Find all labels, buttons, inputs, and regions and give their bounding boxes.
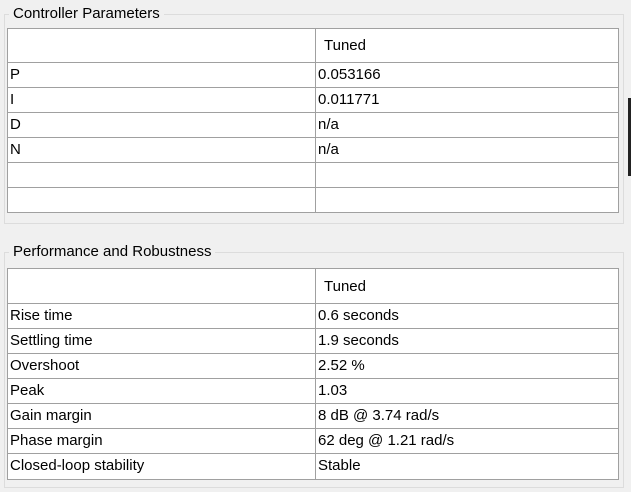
param-label [8,163,316,187]
controller-parameters-table: Tuned P 0.053166 I 0.011771 D n/a N n/a [7,28,619,213]
param-label: D [8,113,316,137]
param-value: 0.011771 [318,91,380,108]
column-header-tuned: Tuned [324,37,366,54]
param-value: n/a [318,141,339,158]
controller-parameters-title: Controller Parameters [9,4,164,24]
table-row[interactable]: I 0.011771 [8,88,618,113]
param-label [8,188,316,212]
metric-value: 2.52 % [318,357,365,374]
metric-value: 0.6 seconds [318,307,399,324]
metric-label: Overshoot [8,354,316,378]
table-row[interactable]: Overshoot 2.52 % [8,354,618,379]
param-value [316,163,618,187]
table-row[interactable]: Closed-loop stability Stable [8,454,618,479]
metric-value: 8 dB @ 3.74 rad/s [318,407,440,424]
param-label: N [8,138,316,162]
table-row[interactable]: Settling time 1.9 seconds [8,329,618,354]
metric-value: Stable [318,457,361,474]
performance-robustness-table: Tuned Rise time 0.6 seconds Settling tim… [7,268,619,480]
table-row-empty[interactable] [8,188,618,212]
metric-label: Gain margin [8,404,316,428]
param-value [316,188,618,212]
metric-value: 1.9 seconds [318,332,399,349]
table-row[interactable]: P 0.053166 [8,63,618,88]
column-header-tuned: Tuned [324,278,366,295]
metric-label: Settling time [8,329,316,353]
param-value: n/a [318,116,339,133]
controller-parameters-group: Controller Parameters Tuned P 0.053166 I… [4,4,624,224]
param-value: 0.053166 [318,66,381,83]
scrollbar-edge[interactable] [628,98,631,176]
table-row[interactable]: N n/a [8,138,618,163]
param-label: P [8,63,316,87]
table-row[interactable]: D n/a [8,113,618,138]
header-blank-cell [8,269,316,303]
param-label: I [8,88,316,112]
metric-label: Phase margin [8,429,316,453]
header-blank-cell [8,29,316,62]
performance-robustness-title: Performance and Robustness [9,242,216,262]
metric-label: Peak [8,379,316,403]
performance-robustness-group: Performance and Robustness Tuned Rise ti… [4,242,624,488]
metric-label: Closed-loop stability [8,454,316,479]
table-row-empty[interactable] [8,163,618,188]
metric-value: 1.03 [318,382,348,399]
table-row[interactable]: Gain margin 8 dB @ 3.74 rad/s [8,404,618,429]
table-row[interactable]: Peak 1.03 [8,379,618,404]
metric-label: Rise time [8,304,316,328]
table-header-row: Tuned [8,269,618,304]
table-row[interactable]: Phase margin 62 deg @ 1.21 rad/s [8,429,618,454]
table-header-row: Tuned [8,29,618,63]
metric-value: 62 deg @ 1.21 rad/s [318,432,455,449]
table-row[interactable]: Rise time 0.6 seconds [8,304,618,329]
